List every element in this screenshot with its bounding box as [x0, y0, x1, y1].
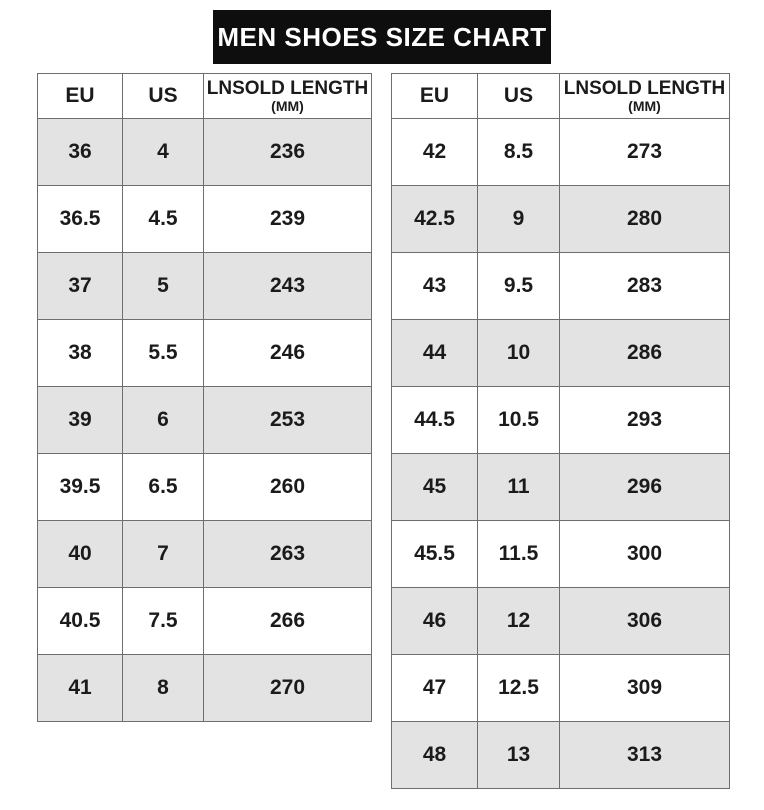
table-row: 40 7 263	[37, 520, 372, 588]
cell-eu: 38	[37, 319, 123, 387]
cell-eu: 46	[391, 587, 478, 655]
cell-us: 9	[477, 185, 560, 253]
cell-eu: 37	[37, 252, 123, 320]
table-row: 46 12 306	[391, 587, 730, 655]
table-row: 48 13 313	[391, 721, 730, 789]
column-header-us: US	[122, 73, 204, 119]
cell-eu: 36.5	[37, 185, 123, 253]
cell-length: 246	[203, 319, 372, 387]
cell-us: 6.5	[122, 453, 204, 521]
cell-eu: 42	[391, 118, 478, 186]
cell-eu: 45	[391, 453, 478, 521]
column-header-length-unit: (MM)	[628, 98, 661, 114]
column-header-eu: EU	[391, 73, 478, 119]
cell-us: 10	[477, 319, 560, 387]
cell-us: 11.5	[477, 520, 560, 588]
table-row: 44 10 286	[391, 319, 730, 387]
cell-eu: 40.5	[37, 587, 123, 655]
cell-us: 11	[477, 453, 560, 521]
table-row: 47 12.5 309	[391, 654, 730, 722]
header-row: EU US LNSOLD LENGTH (MM)	[391, 73, 730, 119]
table-row: 45 11 296	[391, 453, 730, 521]
cell-eu: 44.5	[391, 386, 478, 454]
cell-eu: 44	[391, 319, 478, 387]
cell-eu: 39.5	[37, 453, 123, 521]
cell-length: 306	[559, 587, 730, 655]
cell-us: 6	[122, 386, 204, 454]
table-row: 45.5 11.5 300	[391, 520, 730, 588]
header-row: EU US LNSOLD LENGTH (MM)	[37, 73, 372, 119]
size-tables-container: EU US LNSOLD LENGTH (MM) 36 4 236 36.5 4…	[0, 73, 764, 789]
table-row: 39.5 6.5 260	[37, 453, 372, 521]
table-row: 43 9.5 283	[391, 252, 730, 320]
table-row: 36 4 236	[37, 118, 372, 186]
cell-length: 309	[559, 654, 730, 722]
table-row: 42 8.5 273	[391, 118, 730, 186]
table-row: 40.5 7.5 266	[37, 587, 372, 655]
column-header-length: LNSOLD LENGTH (MM)	[559, 73, 730, 119]
cell-us: 8	[122, 654, 204, 722]
cell-us: 12	[477, 587, 560, 655]
cell-us: 13	[477, 721, 560, 789]
cell-us: 12.5	[477, 654, 560, 722]
column-header-length: LNSOLD LENGTH (MM)	[203, 73, 372, 119]
title-banner: MEN SHOES SIZE CHART	[213, 10, 551, 64]
cell-length: 280	[559, 185, 730, 253]
column-header-length-title: LNSOLD LENGTH	[206, 78, 369, 99]
cell-length: 283	[559, 252, 730, 320]
table-row: 36.5 4.5 239	[37, 185, 372, 253]
cell-length: 263	[203, 520, 372, 588]
cell-length: 266	[203, 587, 372, 655]
cell-eu: 41	[37, 654, 123, 722]
cell-length: 300	[559, 520, 730, 588]
cell-us: 4	[122, 118, 204, 186]
table-row: 44.5 10.5 293	[391, 386, 730, 454]
cell-us: 9.5	[477, 252, 560, 320]
column-header-us: US	[477, 73, 560, 119]
table-row: 41 8 270	[37, 654, 372, 722]
table-row: 38 5.5 246	[37, 319, 372, 387]
column-header-length-title: LNSOLD LENGTH	[563, 78, 726, 99]
cell-length: 273	[559, 118, 730, 186]
cell-length: 293	[559, 386, 730, 454]
cell-eu: 42.5	[391, 185, 478, 253]
column-header-length-unit: (MM)	[271, 98, 304, 114]
table-row: 39 6 253	[37, 386, 372, 454]
cell-length: 243	[203, 252, 372, 320]
cell-length: 270	[203, 654, 372, 722]
cell-length: 286	[559, 319, 730, 387]
left-size-table: EU US LNSOLD LENGTH (MM) 36 4 236 36.5 4…	[37, 73, 372, 722]
cell-length: 313	[559, 721, 730, 789]
cell-length: 239	[203, 185, 372, 253]
cell-us: 4.5	[122, 185, 204, 253]
cell-length: 253	[203, 386, 372, 454]
cell-eu: 39	[37, 386, 123, 454]
cell-length: 236	[203, 118, 372, 186]
page-title: MEN SHOES SIZE CHART	[217, 21, 547, 52]
cell-eu: 45.5	[391, 520, 478, 588]
cell-eu: 36	[37, 118, 123, 186]
cell-length: 296	[559, 453, 730, 521]
cell-eu: 40	[37, 520, 123, 588]
cell-eu: 47	[391, 654, 478, 722]
table-row: 37 5 243	[37, 252, 372, 320]
cell-us: 10.5	[477, 386, 560, 454]
right-size-table: EU US LNSOLD LENGTH (MM) 42 8.5 273 42.5…	[391, 73, 730, 789]
cell-us: 5	[122, 252, 204, 320]
cell-us: 7.5	[122, 587, 204, 655]
cell-us: 8.5	[477, 118, 560, 186]
column-header-eu: EU	[37, 73, 123, 119]
cell-eu: 43	[391, 252, 478, 320]
cell-length: 260	[203, 453, 372, 521]
cell-eu: 48	[391, 721, 478, 789]
cell-us: 7	[122, 520, 204, 588]
cell-us: 5.5	[122, 319, 204, 387]
table-row: 42.5 9 280	[391, 185, 730, 253]
